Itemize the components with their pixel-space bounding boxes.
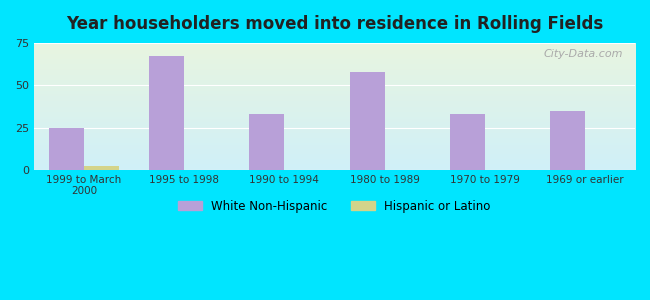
- Legend: White Non-Hispanic, Hispanic or Latino: White Non-Hispanic, Hispanic or Latino: [174, 195, 495, 217]
- Title: Year householders moved into residence in Rolling Fields: Year householders moved into residence i…: [66, 15, 603, 33]
- Bar: [550, 111, 585, 170]
- Bar: [84, 167, 119, 170]
- Bar: [49, 128, 84, 170]
- Text: City-Data.com: City-Data.com: [543, 49, 623, 59]
- Bar: [150, 56, 184, 170]
- Bar: [450, 114, 485, 170]
- Bar: [250, 114, 285, 170]
- Bar: [350, 72, 385, 170]
